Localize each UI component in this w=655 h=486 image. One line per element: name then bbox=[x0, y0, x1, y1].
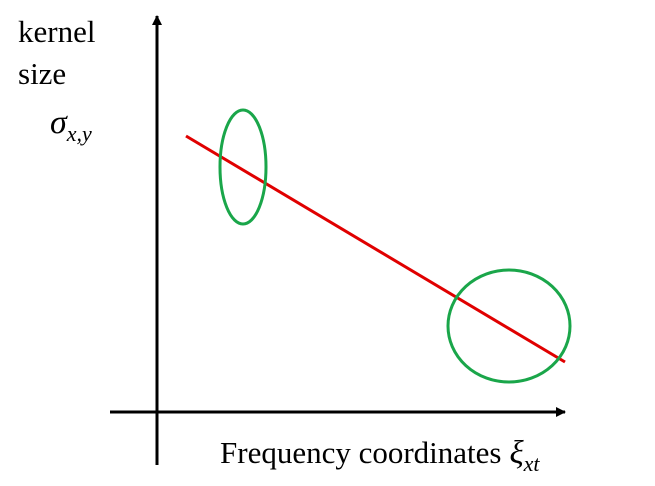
x-label: Frequency coordinates ξxt bbox=[220, 435, 540, 476]
subscript: xt bbox=[523, 451, 541, 476]
trend-line bbox=[185, 134, 566, 364]
kernel-ellipse bbox=[218, 108, 268, 226]
symbol: σ bbox=[50, 104, 68, 141]
subscript: x,y bbox=[66, 121, 92, 146]
y-symbol: σx,y bbox=[50, 104, 92, 146]
symbol: ξ bbox=[509, 435, 524, 471]
y-label-line: size bbox=[18, 56, 66, 91]
x-label-text: Frequency coordinates bbox=[220, 435, 501, 470]
kernel-circle bbox=[446, 268, 572, 384]
y-label-line: kernel bbox=[18, 14, 95, 49]
